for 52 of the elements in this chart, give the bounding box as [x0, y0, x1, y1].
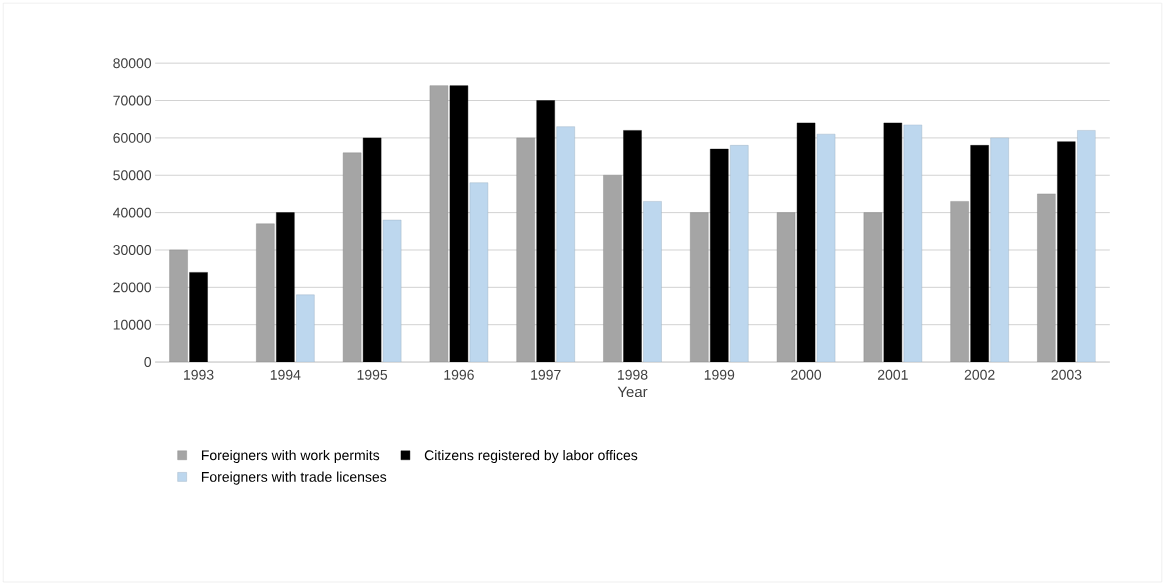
bar — [603, 174, 622, 362]
bar — [730, 145, 749, 362]
x-tick-label: 1999 — [704, 369, 735, 380]
bar — [950, 201, 969, 362]
bar — [990, 137, 1009, 362]
legend-label: Foreigners with trade licenses — [201, 471, 387, 485]
y-tick-label: 60000 — [113, 132, 152, 143]
bar — [362, 137, 382, 362]
x-tick-label: 1998 — [617, 369, 648, 380]
x-tick-label: 2002 — [964, 369, 995, 380]
x-tick-label: 1997 — [531, 369, 561, 380]
x-tick-label: 1995 — [357, 369, 388, 380]
bar — [276, 212, 295, 362]
bar — [690, 212, 709, 362]
x-axis-title: Year — [617, 386, 648, 397]
bar — [796, 122, 816, 362]
y-tick-label: 10000 — [113, 319, 152, 330]
x-tick-label: 1994 — [270, 369, 301, 380]
bar — [883, 122, 903, 362]
x-tick-label: 2000 — [791, 369, 822, 380]
bar — [1057, 141, 1076, 362]
legend-label: Citizens registered by labor offices — [424, 449, 638, 463]
bar — [903, 124, 923, 362]
x-tick-label: 2001 — [877, 369, 908, 380]
bar — [710, 148, 729, 362]
y-tick-label: 20000 — [113, 282, 152, 293]
y-tick-label: 50000 — [113, 170, 152, 181]
bar — [816, 133, 836, 362]
x-tick-label: 1993 — [184, 369, 214, 380]
bar — [970, 145, 989, 362]
bar — [382, 219, 402, 362]
bar — [449, 85, 469, 362]
y-tick-label: 80000 — [113, 58, 152, 69]
bar — [1077, 130, 1096, 362]
bar — [556, 126, 575, 362]
bar — [623, 130, 642, 362]
bar — [296, 294, 315, 362]
x-tick-label: 1996 — [444, 369, 474, 380]
y-tick-label: 70000 — [113, 95, 152, 106]
bar — [536, 100, 555, 362]
bar — [256, 223, 275, 362]
bar — [469, 182, 489, 362]
bar — [1037, 193, 1056, 362]
bar — [643, 201, 662, 362]
legend-label: Foreigners with work permits — [201, 449, 380, 463]
y-tick-label: 0 — [144, 357, 152, 367]
x-tick-label: 2003 — [1051, 369, 1082, 380]
bar — [169, 249, 188, 362]
y-tick-label: 30000 — [113, 244, 152, 255]
bar — [516, 137, 535, 362]
y-tick-label: 40000 — [113, 207, 152, 218]
bar — [189, 272, 208, 362]
